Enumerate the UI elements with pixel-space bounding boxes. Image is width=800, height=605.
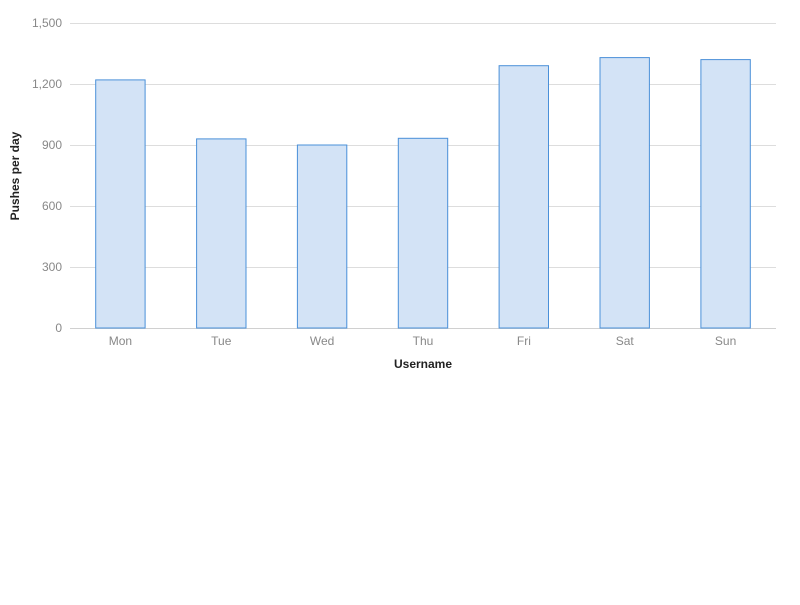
y-tick-label: 600 <box>42 199 62 213</box>
x-tick-label: Thu <box>413 334 434 348</box>
y-axis-ticks: 0 300 600 900 1,200 1,500 <box>32 16 62 335</box>
bars <box>95 57 751 329</box>
x-tick-label: Fri <box>517 334 531 348</box>
bar-fri <box>498 65 550 329</box>
y-tick-label: 900 <box>42 138 62 152</box>
bar-wed <box>296 144 348 329</box>
y-tick-label: 1,200 <box>32 77 62 91</box>
y-axis-title: Pushes per day <box>8 131 22 220</box>
x-axis-title: Username <box>394 357 452 371</box>
bar-tue <box>196 138 247 329</box>
x-tick-label: Sun <box>715 334 736 348</box>
x-tick-label: Wed <box>310 334 334 348</box>
x-axis-ticks: Mon Tue Wed Thu Fri Sat Sun <box>109 334 737 348</box>
y-tick-label: 0 <box>55 321 62 335</box>
bar-sat <box>599 57 650 329</box>
x-tick-label: Tue <box>211 334 232 348</box>
x-tick-label: Sat <box>616 334 635 348</box>
y-tick-label: 1,500 <box>32 16 62 30</box>
bar-mon <box>95 79 146 329</box>
bar-sun <box>700 59 751 329</box>
bar-thu <box>397 137 449 329</box>
y-tick-label: 300 <box>42 260 62 274</box>
x-tick-label: Mon <box>109 334 132 348</box>
